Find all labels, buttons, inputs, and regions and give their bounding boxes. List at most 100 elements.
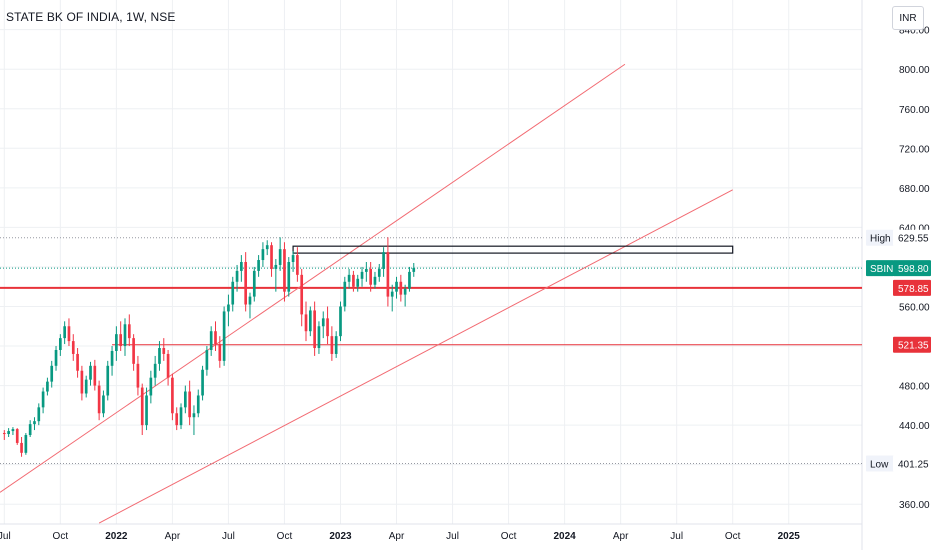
last-price-badge <box>893 260 931 277</box>
candle <box>15 429 19 443</box>
y-tick-label: 440.00 <box>899 421 930 432</box>
candle <box>231 281 235 305</box>
candle <box>158 348 161 364</box>
candle <box>2 433 6 435</box>
y-tick-label: 480.00 <box>899 382 930 393</box>
channel-lower-line <box>98 189 733 524</box>
candle <box>115 334 118 351</box>
candle <box>257 260 260 271</box>
candle <box>218 344 222 361</box>
candle <box>252 270 256 297</box>
candle <box>192 413 196 418</box>
last-price-tag <box>866 260 894 277</box>
candle <box>369 268 372 285</box>
candle <box>214 331 217 345</box>
candle <box>54 349 58 366</box>
currency-button[interactable]: INR <box>892 6 924 30</box>
high-value: 629.55 <box>898 234 929 245</box>
candle <box>37 407 41 422</box>
mid-level-value: 521.35 <box>898 341 929 352</box>
candle <box>162 348 166 354</box>
candle <box>201 369 204 396</box>
candle <box>278 249 282 265</box>
candle <box>326 318 329 337</box>
x-tick-label: 2024 <box>553 531 576 542</box>
candle <box>196 395 200 414</box>
candle <box>360 271 364 279</box>
y-tick-label: 560.00 <box>899 302 930 313</box>
candle <box>403 288 407 295</box>
candle <box>321 318 325 327</box>
candle <box>183 391 187 408</box>
candle <box>205 349 209 370</box>
low-label: Low <box>870 459 889 470</box>
candle <box>20 442 23 453</box>
candle <box>132 338 135 364</box>
x-tick-label: 2022 <box>105 531 128 542</box>
candle <box>291 255 295 262</box>
candle <box>343 281 347 307</box>
candle <box>80 370 84 394</box>
high-label: High <box>870 234 891 245</box>
y-tick-label: 800.00 <box>899 65 930 76</box>
x-tick-label: Oct <box>53 531 69 542</box>
resistance-zone <box>292 245 734 254</box>
x-tick-label: Apr <box>165 531 181 542</box>
x-tick-label: Apr <box>389 531 405 542</box>
candle <box>347 274 351 282</box>
x-tick-label: Oct <box>501 531 517 542</box>
candle <box>127 324 131 339</box>
candle <box>209 331 213 350</box>
candle <box>63 326 66 339</box>
candle <box>11 429 15 432</box>
candle <box>244 262 248 305</box>
candle <box>153 363 157 378</box>
high-badge <box>893 229 931 246</box>
candle <box>296 255 299 275</box>
x-tick-label: Apr <box>613 531 629 542</box>
candle <box>377 268 381 277</box>
candle <box>317 326 321 349</box>
candle <box>283 249 286 292</box>
candle <box>89 365 92 380</box>
candle <box>33 421 36 425</box>
candle <box>352 274 355 287</box>
candle <box>356 278 360 287</box>
candle <box>334 336 338 354</box>
candle <box>235 270 239 282</box>
candle <box>304 314 308 332</box>
x-tick-label: 2023 <box>329 531 352 542</box>
candle <box>265 245 269 250</box>
candle <box>110 350 114 366</box>
candle <box>222 311 226 361</box>
candle <box>41 391 45 408</box>
x-tick-label: Oct <box>277 531 293 542</box>
candle <box>46 381 49 392</box>
candle <box>166 353 170 378</box>
candle <box>140 387 144 426</box>
candle <box>274 264 278 269</box>
candle <box>227 304 230 312</box>
last-price-value: 598.80 <box>898 264 929 275</box>
candle <box>188 391 191 418</box>
candle <box>136 363 140 388</box>
candle <box>300 274 304 315</box>
candle <box>287 262 291 292</box>
candle <box>261 249 265 261</box>
x-tick-label: 2025 <box>778 531 801 542</box>
candle <box>412 267 416 272</box>
high-tag <box>866 229 894 246</box>
y-tick-label: 360.00 <box>899 500 930 511</box>
candle <box>7 431 10 435</box>
x-tick-label: Jul <box>670 531 683 542</box>
candle <box>93 365 97 386</box>
candle <box>408 271 411 289</box>
support-value: 578.85 <box>898 284 929 295</box>
chart-title: STATE BK OF INDIA, 1W, NSE <box>6 10 176 24</box>
support-badge <box>893 279 931 296</box>
candle <box>28 424 32 436</box>
candle <box>399 281 403 295</box>
x-tick-label: Jul <box>0 531 11 542</box>
candle <box>59 338 62 350</box>
